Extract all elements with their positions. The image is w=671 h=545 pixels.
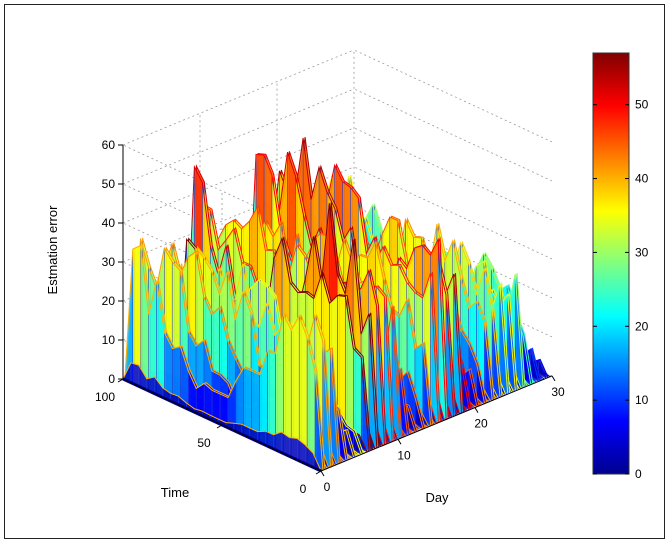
colorbar-tick-label: 20 [635,319,649,333]
y-tick-label: 0 [300,482,307,496]
z-tick-label: 50 [102,177,116,191]
colorbar [592,52,630,475]
z-tick-label: 40 [102,216,116,230]
z-tick-label: 10 [102,333,116,347]
x-tick [551,375,556,382]
z-tick-label: 0 [108,372,115,386]
colorbar-tick-label: 30 [635,245,649,259]
colorbar-tick-label: 40 [635,172,649,186]
z-tick-label: 30 [102,255,116,269]
y-tick-label: 100 [95,390,115,404]
x-tick [320,470,325,477]
z-tick-label: 60 [102,138,116,152]
x-tick [397,439,402,445]
x-tick-label: 20 [474,417,488,431]
z-tick-label: 20 [102,294,116,308]
y-tick-label: 50 [197,436,211,450]
x-tick-label: 0 [324,480,331,494]
colorbar-tick-label: 0 [635,467,642,481]
colorbar-tick-label: 10 [635,393,649,407]
colorbar-tick-label: 50 [635,98,649,112]
surface-mesh [122,137,551,473]
y-axis-label: Time [161,485,189,500]
x-tick-label: 10 [397,448,411,462]
x-tick [474,407,479,413]
figure-frame: 0 10 20 30 0 50 100 0 10 20 30 40 50 60 Estmation err… [4,4,665,539]
z-axis-label: Estmation error [45,205,60,295]
x-axis-label: Day [425,490,449,505]
x-tick-label: 30 [551,385,565,399]
